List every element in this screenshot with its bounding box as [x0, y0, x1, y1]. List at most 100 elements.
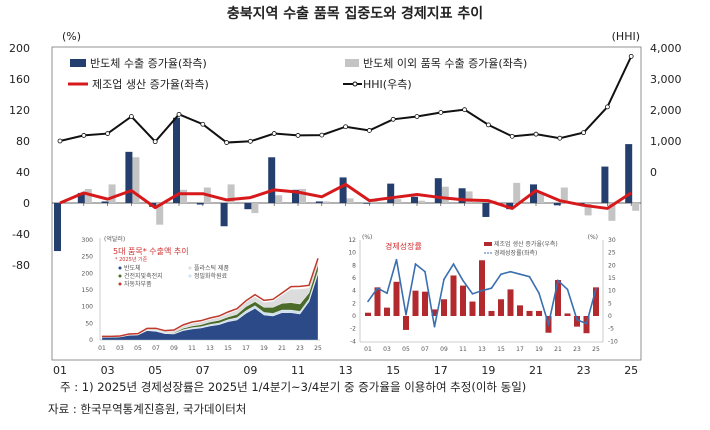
bar-semiconductor [316, 201, 323, 203]
point-hhi [534, 132, 538, 136]
inset2-x-tick-label: 17 [516, 346, 524, 353]
inset2-right-tick-label: 10 [608, 288, 616, 295]
inset2-point-growth [367, 301, 369, 303]
bar-semiconductor [54, 203, 61, 251]
inset1-y-tick-label: 200 [82, 270, 94, 277]
inset1-x-tick-label: 21 [278, 345, 286, 352]
inset2-legend-swatch-manufacturing [484, 242, 492, 246]
left-tick-label: 40 [16, 166, 30, 179]
legend-label-manufacturing: 제조업 생산 증가율(좌측) [92, 78, 209, 91]
inset2-right-tick-label: 30 [608, 237, 616, 244]
inset2-point-growth [472, 293, 474, 295]
inset2-left-unit: (%) [362, 234, 372, 241]
inset1-y-tick-label: 150 [82, 287, 94, 294]
inset2-bar-manufacturing [413, 291, 419, 316]
bar-non-semiconductor [180, 190, 187, 203]
bar-semiconductor [554, 203, 561, 205]
inset2-x-tick-label: 25 [592, 346, 600, 353]
inset2-right-tick-label: -10 [608, 338, 618, 345]
point-hhi [320, 133, 324, 137]
bar-non-semiconductor [251, 203, 258, 213]
right-tick-label: 1,000 [650, 135, 682, 148]
inset1-legend-label: 반도체 [124, 264, 141, 272]
point-hhi [296, 133, 300, 137]
point-hhi [367, 128, 371, 132]
inset1-x-tick-label: 09 [170, 345, 178, 352]
legend-label-non-semiconductor: 반도체 이외 품목 수출 증가율(좌측) [363, 57, 527, 70]
inset1-x-tick-label: 23 [296, 345, 304, 352]
inset2-x-tick-label: 23 [573, 346, 581, 353]
inset2-left-tick-label: 12 [348, 237, 356, 244]
inset1-x-tick-label: 01 [98, 345, 106, 352]
bar-non-semiconductor [275, 195, 282, 203]
inset2-point-growth [443, 278, 445, 280]
inset1-x-tick-label: 11 [188, 345, 196, 352]
footnote: 주 : 1) 2025년 경제성장률은 2025년 1/4분기~3/4분기 중 … [60, 380, 526, 394]
inset2-left-tick-label: 4 [352, 288, 356, 295]
inset1-x-tick-label: 15 [224, 345, 232, 352]
point-hhi [82, 133, 86, 137]
inset2-bar-manufacturing [517, 305, 523, 316]
legend-swatch-non-semiconductor [345, 59, 359, 67]
bar-non-semiconductor [632, 203, 639, 211]
inset1-x-tick-label: 05 [134, 345, 142, 352]
left-tick-label: 160 [9, 73, 30, 86]
inset2-right-tick-label: 25 [608, 250, 616, 257]
bar-semiconductor [363, 203, 370, 204]
right-axis-unit: (HHI) [612, 30, 640, 43]
inset2-x-tick-label: 07 [421, 346, 429, 353]
inset2-point-growth [500, 273, 502, 275]
inset2-x-tick-label: 03 [383, 346, 391, 353]
inset2-left-tick-label: -2 [350, 326, 356, 333]
inset1-y-tick-label: 0 [89, 337, 93, 344]
point-hhi [605, 105, 609, 109]
bar-non-semiconductor [347, 198, 354, 203]
x-tick-label: 25 [624, 364, 638, 377]
inset2-point-growth [453, 263, 455, 265]
inset2-left-tick-label: 2 [352, 300, 356, 307]
left-tick-label: 200 [9, 42, 30, 55]
inset1-x-tick-label: 25 [314, 345, 322, 352]
inset2-bar-manufacturing [441, 299, 447, 316]
point-hhi [415, 115, 419, 119]
inset2-point-growth [415, 263, 417, 265]
bar-non-semiconductor [109, 184, 116, 203]
x-tick-label: 01 [53, 364, 67, 377]
inset2-point-growth [576, 319, 578, 321]
inset1-y-tick-label: 300 [82, 237, 94, 244]
inset2-point-growth [567, 289, 569, 291]
inset1-x-tick-label: 03 [116, 345, 124, 352]
inset1-subtitle: * 2025년 기준 [115, 256, 148, 263]
x-tick-label: 05 [148, 364, 162, 377]
inset2-bar-manufacturing [365, 313, 371, 316]
inset1-legend-label: 건전지및축전지 [124, 272, 163, 280]
inset2-bar-manufacturing [555, 280, 561, 316]
x-tick-label: 17 [434, 364, 448, 377]
inset2-left-tick-label: -4 [350, 338, 356, 345]
bar-semiconductor [197, 203, 204, 205]
bar-semiconductor [125, 152, 132, 203]
inset2-point-growth [510, 271, 512, 273]
inset2-right-tick-label: 20 [608, 262, 616, 269]
inset2-right-tick-label: -5 [608, 326, 614, 333]
x-tick-label: 13 [339, 364, 353, 377]
inset2-bar-manufacturing [422, 292, 428, 316]
legend-swatch-semiconductor [70, 59, 86, 67]
inset2-bar-manufacturing [565, 313, 571, 316]
bar-non-semiconductor [442, 187, 449, 203]
bar-semiconductor [102, 201, 109, 203]
inset2-title: 경제성장률 [385, 241, 422, 251]
bar-semiconductor [268, 157, 275, 203]
point-hhi [486, 123, 490, 127]
inset1-legend-marker [119, 283, 122, 286]
inset2-x-tick-label: 01 [364, 346, 372, 353]
legend-marker-hhi [353, 82, 357, 86]
bar-semiconductor [601, 167, 608, 203]
inset2-x-tick-label: 09 [440, 346, 448, 353]
inset1-unit: (억달러) [104, 235, 125, 243]
inset2-x-tick-label: 15 [497, 346, 505, 353]
point-hhi [129, 115, 133, 119]
inset1-legend-marker [119, 275, 122, 278]
point-hhi [629, 54, 633, 58]
